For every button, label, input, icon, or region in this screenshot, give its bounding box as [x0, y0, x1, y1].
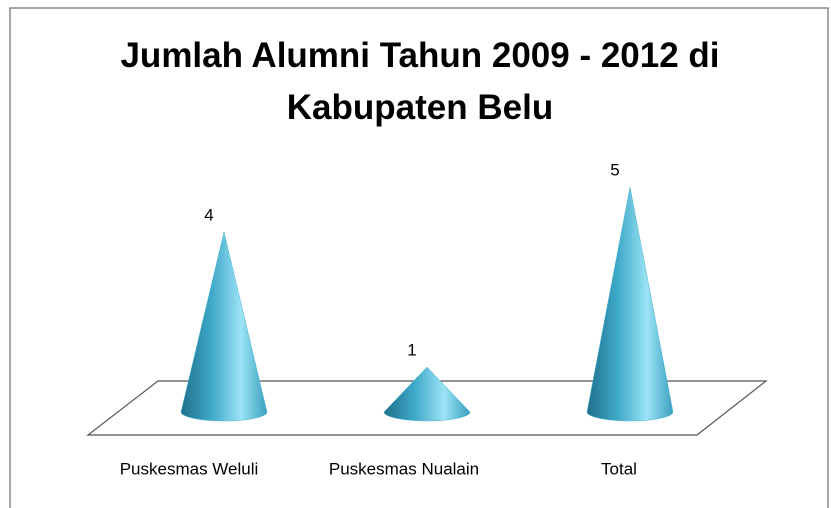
x-tick-label: Puskesmas Weluli: [120, 459, 259, 478]
x-tick-label: Total: [601, 459, 637, 478]
cone: [180, 231, 268, 422]
chart-title: Jumlah Alumni Tahun 2009 - 2012 di Kabup…: [120, 36, 720, 127]
cone: [586, 186, 674, 422]
chart-frame: [9, 7, 829, 508]
data-label: 4: [204, 205, 213, 224]
data-label: 1: [407, 340, 416, 359]
cone: [383, 366, 471, 422]
x-tick-label: Puskesmas Nualain: [329, 459, 479, 478]
data-label: 5: [610, 160, 619, 179]
